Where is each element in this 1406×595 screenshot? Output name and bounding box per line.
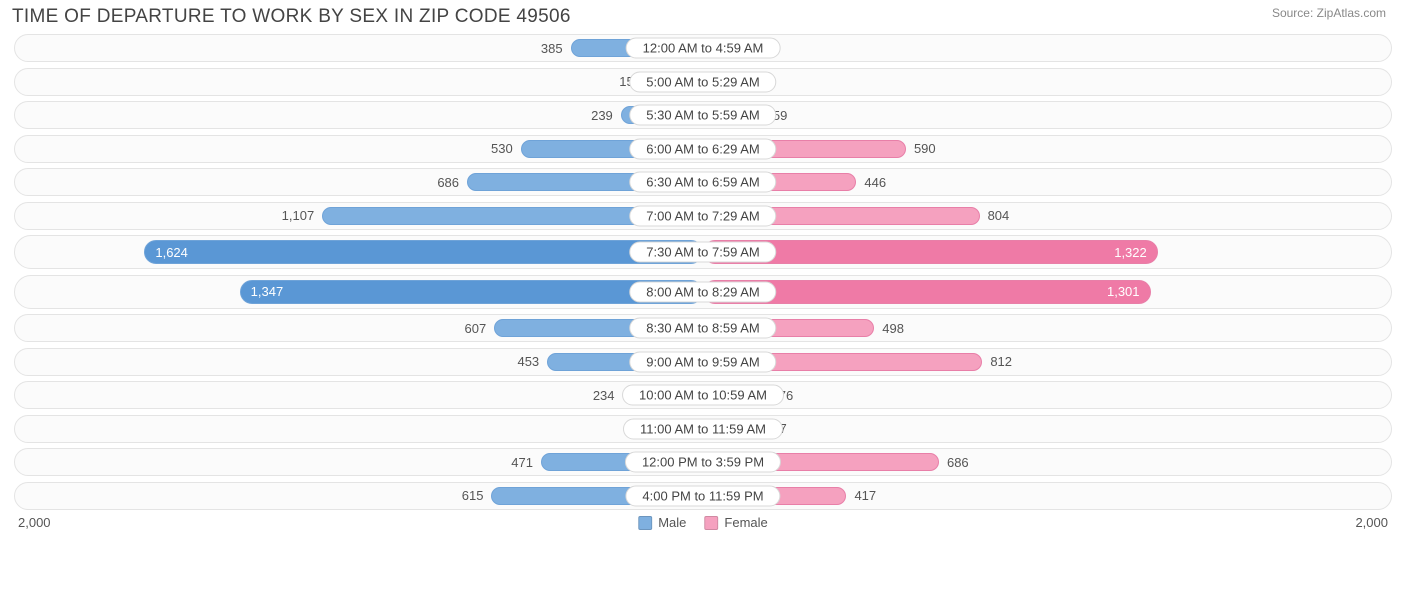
value-male: 1,624 xyxy=(155,245,188,260)
axis-label-left: 2,000 xyxy=(18,515,51,530)
chart-row: 234 17610:00 AM to 10:59 AM xyxy=(14,381,1392,409)
legend-label-female: Female xyxy=(724,515,767,530)
category-label: 6:00 AM to 6:29 AM xyxy=(629,138,776,159)
chart-row: 686 446 6:30 AM to 6:59 AM xyxy=(14,168,1392,196)
row-right-half: 157 xyxy=(703,416,1391,442)
row-left-half: 686 xyxy=(15,169,703,195)
swatch-female xyxy=(704,516,718,530)
value-male: 607 xyxy=(465,321,487,336)
value-male: 530 xyxy=(491,141,513,156)
category-label: 8:30 AM to 8:59 AM xyxy=(629,318,776,339)
category-label: 7:00 AM to 7:29 AM xyxy=(629,205,776,226)
chart-row: 239 1595:30 AM to 5:59 AM xyxy=(14,101,1392,129)
row-right-half: 1,322 xyxy=(703,236,1391,268)
row-right-half: 812 xyxy=(703,349,1391,375)
chart-row: 1,624 1,322 7:30 AM to 7:59 AM xyxy=(14,235,1392,269)
chart-row: 9215711:00 AM to 11:59 AM xyxy=(14,415,1392,443)
chart-row: 385 4112:00 AM to 4:59 AM xyxy=(14,34,1392,62)
row-left-half: 157 xyxy=(15,69,703,95)
value-female: 1,322 xyxy=(1114,245,1147,260)
value-female: 417 xyxy=(854,488,876,503)
value-male: 615 xyxy=(462,488,484,503)
chart-row: 530 590 6:00 AM to 6:29 AM xyxy=(14,135,1392,163)
row-left-half: 453 xyxy=(15,349,703,375)
chart-row: 471 686 12:00 PM to 3:59 PM xyxy=(14,448,1392,476)
row-left-half: 1,107 xyxy=(15,203,703,229)
row-right-half: 417 xyxy=(703,483,1391,509)
row-right-half: 804 xyxy=(703,203,1391,229)
category-label: 8:00 AM to 8:29 AM xyxy=(629,281,776,302)
value-male: 453 xyxy=(517,354,539,369)
value-female: 590 xyxy=(914,141,936,156)
row-left-half: 607 xyxy=(15,315,703,341)
row-right-half: 590 xyxy=(703,136,1391,162)
chart-row: 1,347 1,301 8:00 AM to 8:29 AM xyxy=(14,275,1392,309)
axis-row: 2,000 Male Female 2,000 xyxy=(0,515,1406,530)
row-left-half: 239 xyxy=(15,102,703,128)
row-left-half: 234 xyxy=(15,382,703,408)
category-label: 5:30 AM to 5:59 AM xyxy=(629,105,776,126)
chart-area: 3854112:00 AM to 4:59 AM157225:00 AM to … xyxy=(0,30,1406,510)
row-right-half: 176 xyxy=(703,382,1391,408)
category-label: 11:00 AM to 11:59 AM xyxy=(623,418,783,439)
chart-row: 1,107 804 7:00 AM to 7:29 AM xyxy=(14,202,1392,230)
value-male: 1,107 xyxy=(282,208,315,223)
category-label: 9:00 AM to 9:59 AM xyxy=(629,351,776,372)
category-label: 10:00 AM to 10:59 AM xyxy=(622,385,784,406)
category-label: 12:00 AM to 4:59 AM xyxy=(626,38,781,59)
row-right-half: 446 xyxy=(703,169,1391,195)
legend: Male Female xyxy=(638,515,768,530)
chart-source: Source: ZipAtlas.com xyxy=(1272,6,1386,20)
value-female: 812 xyxy=(990,354,1012,369)
value-male: 239 xyxy=(591,108,613,123)
axis-label-right: 2,000 xyxy=(1355,515,1388,530)
row-left-half: 92 xyxy=(15,416,703,442)
row-right-half: 686 xyxy=(703,449,1391,475)
chart-row: 607 498 8:30 AM to 8:59 AM xyxy=(14,314,1392,342)
legend-label-male: Male xyxy=(658,515,686,530)
row-left-half: 471 xyxy=(15,449,703,475)
chart-title: TIME OF DEPARTURE TO WORK BY SEX IN ZIP … xyxy=(12,6,571,28)
row-left-half: 1,347 xyxy=(15,276,703,308)
chart-header: TIME OF DEPARTURE TO WORK BY SEX IN ZIP … xyxy=(0,0,1406,30)
row-left-half: 530 xyxy=(15,136,703,162)
row-left-half: 615 xyxy=(15,483,703,509)
chart-row: 453 812 9:00 AM to 9:59 AM xyxy=(14,348,1392,376)
bar-male: 1,624 xyxy=(144,240,703,264)
value-male: 471 xyxy=(511,455,533,470)
swatch-male xyxy=(638,516,652,530)
row-left-half: 385 xyxy=(15,35,703,61)
category-label: 12:00 PM to 3:59 PM xyxy=(625,452,781,473)
row-right-half: 22 xyxy=(703,69,1391,95)
value-male: 385 xyxy=(541,41,563,56)
value-male: 1,347 xyxy=(251,284,284,299)
row-right-half: 1,301 xyxy=(703,276,1391,308)
value-female: 686 xyxy=(947,455,969,470)
row-right-half: 159 xyxy=(703,102,1391,128)
legend-item-female: Female xyxy=(704,515,767,530)
value-female: 1,301 xyxy=(1107,284,1140,299)
category-label: 4:00 PM to 11:59 PM xyxy=(625,485,780,506)
value-female: 804 xyxy=(988,208,1010,223)
value-male: 234 xyxy=(593,388,615,403)
row-right-half: 41 xyxy=(703,35,1391,61)
value-female: 446 xyxy=(864,175,886,190)
legend-item-male: Male xyxy=(638,515,686,530)
chart-row: 615 417 4:00 PM to 11:59 PM xyxy=(14,482,1392,510)
value-male: 686 xyxy=(437,175,459,190)
row-left-half: 1,624 xyxy=(15,236,703,268)
value-female: 498 xyxy=(882,321,904,336)
row-right-half: 498 xyxy=(703,315,1391,341)
category-label: 6:30 AM to 6:59 AM xyxy=(629,172,776,193)
category-label: 5:00 AM to 5:29 AM xyxy=(629,71,776,92)
chart-row: 157225:00 AM to 5:29 AM xyxy=(14,68,1392,96)
category-label: 7:30 AM to 7:59 AM xyxy=(629,242,776,263)
